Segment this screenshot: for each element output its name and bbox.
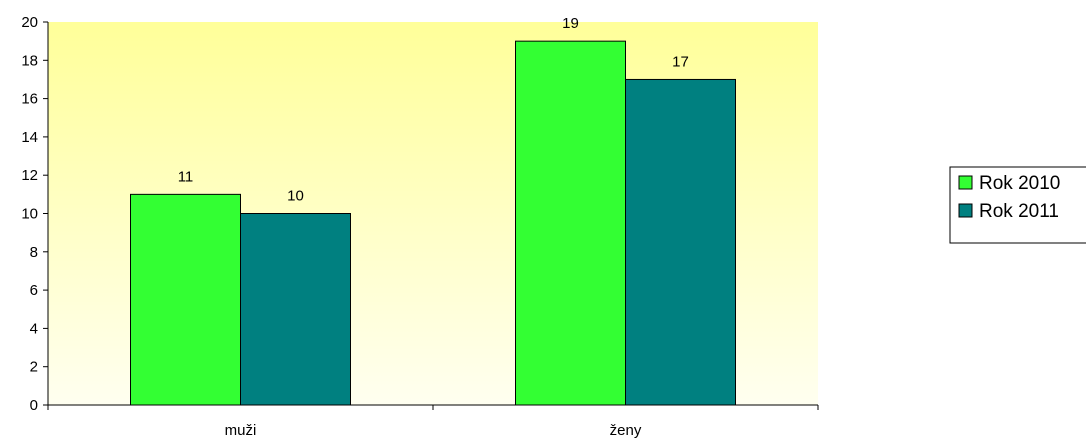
y-axis: 0 2 4 6 8 10 12 14 16 18 20	[21, 14, 49, 414]
legend: Rok 2010 Rok 2011	[949, 166, 1086, 244]
legend-label: Rok 2010	[979, 173, 1060, 194]
y-tick-label: 4	[30, 320, 38, 337]
data-label: 19	[562, 15, 579, 32]
x-category-label: ženy	[610, 422, 642, 439]
legend-swatch	[958, 175, 973, 190]
y-tick-label: 2	[30, 359, 38, 376]
y-tick-label: 8	[30, 244, 38, 261]
bar	[625, 78, 736, 406]
y-tick-label: 6	[30, 282, 38, 299]
data-labels: 11 10 19 17	[178, 15, 689, 204]
x-axis: muži ženy	[47, 404, 819, 439]
bar	[515, 40, 626, 406]
data-label: 11	[178, 168, 194, 185]
legend-box	[949, 166, 1086, 244]
y-tick-label: 10	[21, 206, 38, 223]
y-tick-label: 20	[21, 14, 38, 31]
bar	[240, 213, 351, 406]
x-category-label: muži	[225, 422, 257, 439]
bars	[130, 40, 736, 406]
data-label: 10	[287, 188, 304, 205]
bar	[130, 193, 241, 406]
y-tick-label: 0	[30, 397, 38, 414]
data-label: 17	[672, 53, 689, 70]
y-tick-label: 14	[21, 129, 38, 146]
legend-swatch	[958, 203, 973, 218]
y-tick-label: 16	[21, 91, 38, 108]
legend-label: Rok 2011	[979, 201, 1059, 222]
y-tick-label: 18	[21, 52, 38, 69]
y-tick-label: 12	[21, 167, 38, 184]
